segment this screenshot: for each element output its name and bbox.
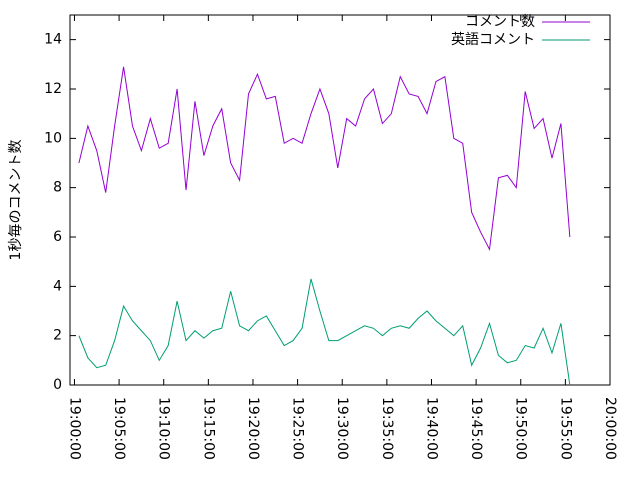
line: [78, 66, 571, 251]
x-tick-label: 19:30:00: [334, 397, 350, 460]
y-tick-label: 10: [44, 130, 62, 146]
legend-label: コメント数: [465, 14, 535, 30]
y-tick-label: 8: [53, 180, 62, 196]
y-tick-label: 4: [53, 278, 62, 294]
y-tick-label: 12: [44, 81, 62, 97]
y-axis-label: 1秒毎のコメント数: [8, 140, 24, 261]
y-tick-label: 6: [53, 229, 62, 245]
x-tick-label: 19:00:00: [66, 397, 82, 460]
x-tick-label: 19:15:00: [200, 397, 216, 460]
x-tick-label: 19:45:00: [468, 397, 484, 460]
x-tick-label: 19:25:00: [290, 397, 306, 460]
x-tick-label: 19:50:00: [513, 397, 529, 460]
x-tick-label: 19:40:00: [423, 397, 439, 460]
y-tick-label: 2: [53, 328, 62, 344]
x-tick-label: 19:35:00: [379, 397, 395, 460]
x-tick-label: 19:10:00: [156, 397, 172, 460]
plot-border: [69, 14, 611, 386]
x-tick-label: 20:00:00: [602, 397, 618, 460]
x-tick-label: 19:05:00: [111, 397, 127, 460]
legend-label: 英語コメント: [451, 31, 535, 48]
x-tick-label: 19:55:00: [557, 397, 573, 460]
y-tick-label: 0: [53, 377, 62, 393]
line: [78, 278, 571, 386]
x-tick-label: 19:20:00: [245, 397, 261, 460]
y-tick-label: 14: [44, 32, 62, 48]
